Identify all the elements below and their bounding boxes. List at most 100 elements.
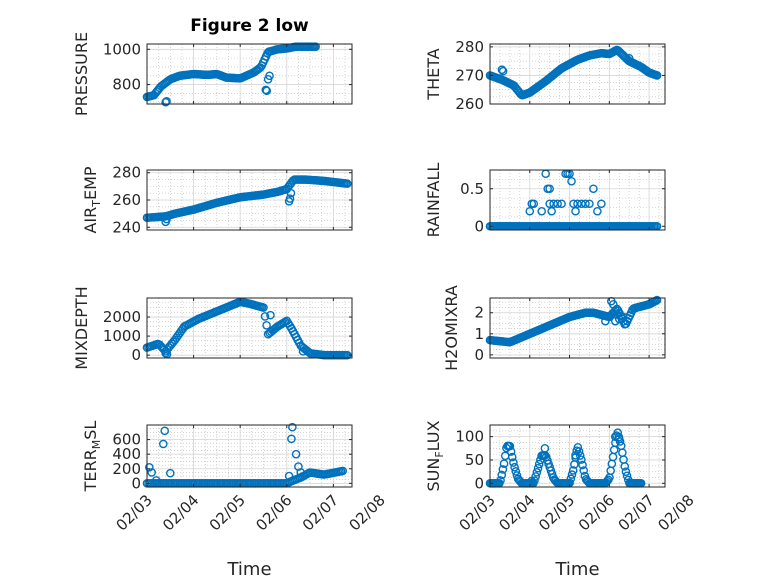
terr_msl-ytick-label: 200 (112, 460, 141, 478)
theta-ytick-label: 270 (455, 66, 484, 84)
mixdepth-ylabel: MIXDEPTH (72, 286, 91, 369)
terr_msl-ylabel: TERRMSL (81, 421, 103, 493)
terr_msl-data-point (288, 422, 297, 432)
sun_flux-axes-box (489, 424, 666, 488)
rainfall-data-point (525, 206, 535, 216)
sun_flux-data-point (540, 444, 550, 453)
pressure-axes-box (146, 43, 353, 105)
pressure-ylabel: PRESSURE (72, 32, 91, 116)
terr_msl-data-point (296, 468, 306, 477)
air_temp-data-point (162, 214, 171, 224)
h2omixra-data-point (652, 295, 662, 305)
pressure-data-point (311, 42, 320, 51)
terr_msl-xlabel: Time (226, 559, 271, 580)
terr_msl-data-point (338, 466, 347, 476)
h2omixra-ytick-label: 1 (474, 325, 484, 343)
rainfall-ylabel: RAINFALL (424, 163, 443, 238)
sun_flux-data-point (568, 466, 578, 475)
rainfall-data-point (585, 199, 594, 209)
sun_flux-data-point (533, 463, 543, 473)
h2omixra-data-point (618, 312, 628, 322)
sun_flux-data-point (497, 470, 507, 480)
sun_flux-data-point (575, 451, 585, 460)
sun_flux-data-point (532, 468, 542, 477)
mixdepth-data-point (161, 348, 170, 358)
sun_flux-data-point (510, 462, 519, 472)
sun_flux-data-point (507, 452, 517, 462)
h2omixra-ylabel: H2OMIXRA (442, 285, 461, 371)
sun_flux-data-point (509, 458, 518, 467)
sun_flux-data-point (534, 459, 544, 469)
mixdepth-data-point (262, 321, 271, 330)
terr_msl-data-point (284, 471, 294, 481)
rainfall-data-point (547, 206, 556, 216)
sun_flux-data-point (620, 462, 630, 471)
sun_flux-data-point (578, 460, 587, 470)
sun_flux-data-point (571, 451, 580, 460)
h2omixra-ytick-label: 2 (474, 304, 484, 322)
sun_flux-ylabel: SUNFLUX (424, 420, 446, 491)
sun_flux-data-point (567, 470, 577, 479)
rainfall-axes-box (489, 169, 666, 231)
pressure-data-point (161, 97, 170, 107)
mixdepth-data-point (266, 310, 275, 320)
rainfall-data-point (567, 176, 576, 186)
terr_msl-data-point (159, 439, 168, 449)
sun_flux-data-point (505, 441, 515, 451)
rainfall-data-point (597, 199, 606, 209)
sun_flux-data-point (496, 476, 505, 485)
sun_flux-data-point (527, 476, 537, 486)
terr_msl-data-point (160, 426, 170, 436)
sun_flux-ytick-label: 0 (474, 474, 484, 492)
sun_flux-data-point (621, 467, 631, 476)
rainfall-data-point (581, 199, 590, 209)
sun_flux-data-point (506, 447, 516, 456)
h2omixra-ytick-label: 0 (474, 346, 484, 364)
mixdepth-axes-box (146, 297, 353, 359)
rainfall-data-point (577, 199, 586, 209)
sun_flux-data-point (573, 442, 583, 452)
sun_flux-ytick-label: 50 (465, 451, 484, 469)
rainfall-data-point (529, 199, 539, 209)
terr_msl-data-point (152, 476, 161, 485)
mixdepth-ytick-label: 2000 (103, 308, 141, 326)
theta-ytick-label: 280 (455, 38, 484, 56)
h2omixra-data-point (601, 316, 610, 326)
sun_flux-data-point (511, 467, 521, 476)
rainfall-data-point (545, 199, 554, 209)
terr_msl-ytick-label: 600 (112, 431, 141, 449)
air_temp-data-point (285, 194, 295, 203)
sun_flux-data-point (566, 474, 576, 484)
terr_msl-axes-box (146, 424, 353, 488)
mixdepth-data-point (260, 312, 270, 321)
sun_flux-data-point (498, 465, 508, 474)
sun_flux-data-point (622, 471, 632, 481)
theta-data-point (497, 65, 507, 75)
rainfall-data-point (553, 199, 562, 209)
terr_msl-data-point (165, 468, 175, 478)
terr_msl-ytick-label: 400 (112, 445, 141, 463)
pressure-data-point (262, 86, 272, 96)
mixdepth-ytick-label: 1000 (103, 327, 141, 345)
theta-data-point (498, 66, 508, 76)
mixdepth-ytick-label: 0 (131, 346, 141, 364)
air_temp-ytick-label: 240 (112, 218, 141, 236)
rainfall-data-point (571, 206, 580, 216)
terr_msl-ytick-label: 0 (131, 474, 141, 492)
h2omixra-data-point (608, 300, 618, 309)
terr_msl-data-point (291, 449, 301, 459)
sun_flux-data-point (499, 459, 509, 468)
rainfall-data-point (573, 199, 582, 209)
air_temp-ylabel: AIRTEMP (81, 166, 103, 233)
theta-ylabel: THETA (424, 48, 443, 100)
rainfall-data-point (545, 184, 554, 194)
terr_msl-data-point (145, 463, 154, 472)
air_temp-data-point (286, 188, 296, 198)
pressure-data-point (261, 85, 271, 95)
sun_flux-data-point (614, 434, 624, 444)
air_temp-ytick-label: 260 (112, 191, 141, 209)
rainfall-ytick-label: 0 (474, 217, 484, 235)
h2omixra-axes-box (489, 297, 666, 359)
rainfall-data-point (569, 199, 578, 209)
